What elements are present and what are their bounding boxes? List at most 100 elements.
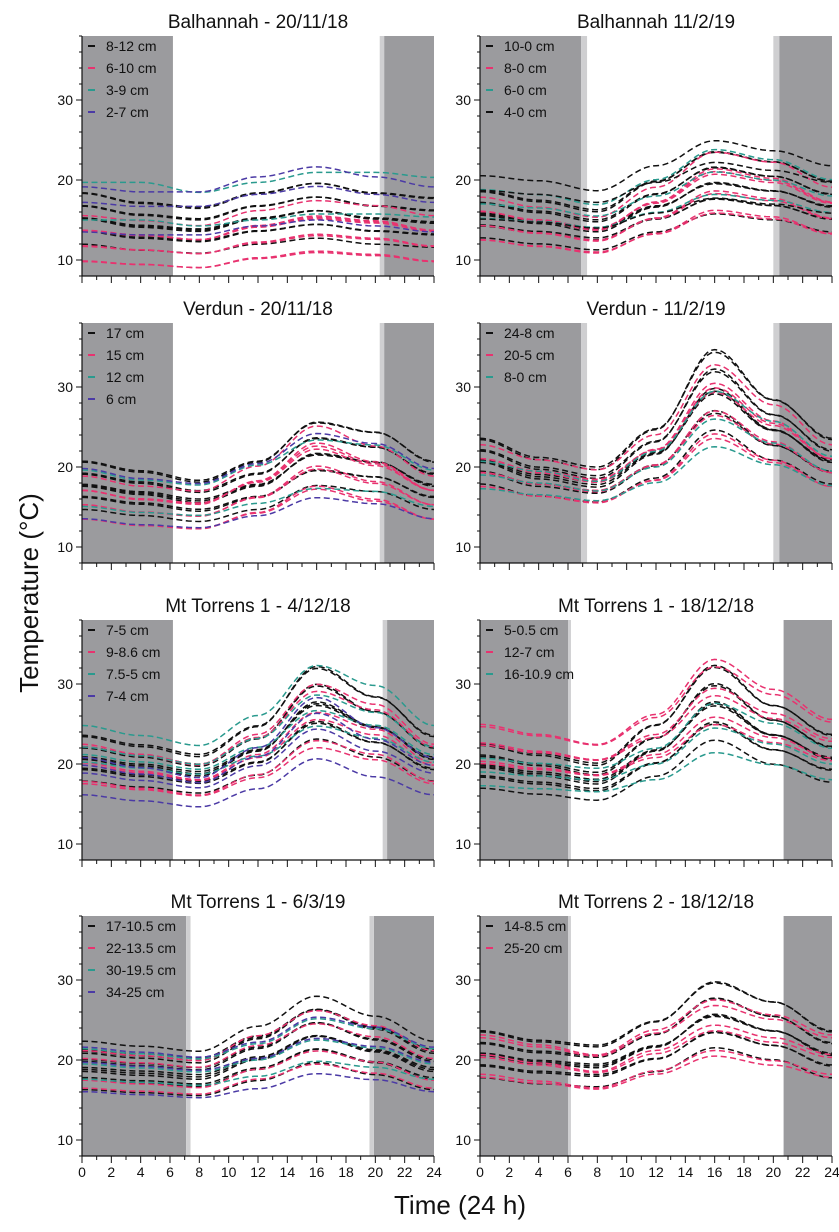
panel-6: Mt Torrens 1 - 18/12/18 10 20 30 5-0.5 cm 12-… <box>455 596 833 867</box>
series-line <box>82 738 434 794</box>
series-line <box>82 758 434 808</box>
night-shading <box>82 916 187 1156</box>
series-line <box>480 1024 832 1073</box>
panel-title: Mt Torrens 1 - 6/3/19 <box>171 892 346 913</box>
series-line <box>82 1022 434 1071</box>
legend-label: 3-9 cm <box>106 82 149 98</box>
y-tick-label: 10 <box>57 1132 73 1148</box>
series-line <box>480 666 832 746</box>
series-line <box>82 469 434 511</box>
legend-label: 12 cm <box>106 369 144 385</box>
x-tick-label: 16 <box>707 1164 723 1180</box>
series-group <box>82 421 434 530</box>
legend-label: 9-8.6 cm <box>106 644 160 660</box>
series-line <box>82 728 434 789</box>
series-line <box>480 393 832 483</box>
series-group <box>480 981 832 1090</box>
series-line <box>480 1030 832 1078</box>
series-line <box>82 664 434 747</box>
series-line <box>82 421 434 483</box>
series-line <box>82 1023 434 1068</box>
y-tick-label: 30 <box>455 379 471 395</box>
y-tick-label: 20 <box>455 756 471 772</box>
series-line <box>82 484 434 523</box>
series-line <box>480 1004 832 1057</box>
series-line <box>82 437 434 494</box>
series-line <box>82 1037 434 1072</box>
panel-title: Balhannah - 20/11/18 <box>168 12 348 33</box>
series-line <box>480 209 832 254</box>
series-line <box>82 1048 434 1085</box>
series-line <box>82 711 434 781</box>
series-line <box>82 166 434 193</box>
series-line <box>82 694 434 766</box>
legend-label: 17-10.5 cm <box>106 918 176 934</box>
x-tick-label: 4 <box>535 1164 543 1180</box>
series-line <box>480 702 832 770</box>
series-line <box>480 151 832 211</box>
panel-2: Balhannah 11/2/19 10 20 30 10-0 cm 8-0 cm 6-0 … <box>455 12 833 283</box>
night-shading <box>480 36 582 276</box>
panel-title: Verdun - 11/2/19 <box>586 299 725 320</box>
legend-label: 8-0 cm <box>504 369 547 385</box>
x-tick-label: 0 <box>78 1164 86 1180</box>
series-group <box>82 664 434 808</box>
panel-title: Verdun - 20/11/18 <box>183 299 333 320</box>
series-line <box>82 469 434 512</box>
series-line <box>82 1034 434 1076</box>
x-tick-label: 18 <box>736 1164 752 1180</box>
y-tick-label: 10 <box>455 539 471 555</box>
series-line <box>480 382 832 484</box>
series-line <box>480 1030 832 1074</box>
x-tick-label: 10 <box>221 1164 237 1180</box>
x-tick-label: 18 <box>338 1164 354 1180</box>
x-tick-label: 4 <box>137 1164 145 1180</box>
series-line <box>480 387 832 488</box>
series-line <box>82 704 434 773</box>
x-tick-label: 24 <box>426 1164 442 1180</box>
legend-label: 14-8.5 cm <box>504 918 566 934</box>
x-tick-label: 24 <box>824 1164 839 1180</box>
series-group <box>82 995 434 1099</box>
night-shading <box>384 36 434 276</box>
legend-label: 10-0 cm <box>504 38 555 54</box>
legend-label: 7-4 cm <box>106 688 149 704</box>
twilight-shading <box>581 36 588 276</box>
legend-label: 7.5-5 cm <box>106 666 160 682</box>
series-line <box>82 439 434 486</box>
series-group <box>480 348 832 504</box>
series-line <box>82 1060 434 1087</box>
series-line <box>82 665 434 758</box>
panel-5: Mt Torrens 1 - 4/12/18 10 20 30 7-5 cm 9-8.6 … <box>57 596 435 867</box>
legend-label: 20-5 cm <box>504 347 555 363</box>
series-line <box>480 721 832 792</box>
series-line <box>480 664 832 767</box>
night-shading <box>384 323 434 563</box>
twilight-shading <box>581 323 588 563</box>
x-tick-label: 6 <box>564 1164 572 1180</box>
y-tick-label: 30 <box>455 972 471 988</box>
series-line <box>480 751 832 793</box>
series-line <box>82 437 434 492</box>
x-tick-label: 12 <box>250 1164 266 1180</box>
y-tick-label: 20 <box>455 459 471 475</box>
series-line <box>82 667 434 756</box>
series-line <box>82 213 434 227</box>
series-line <box>82 233 434 255</box>
panel-4: Verdun - 11/2/19 10 20 30 24-8 cm 20-5 cm 8-0 … <box>455 299 833 570</box>
series-line <box>480 197 832 229</box>
series-line <box>82 1050 434 1089</box>
legend-label: 2-7 cm <box>106 104 149 120</box>
series-line <box>82 496 434 529</box>
y-tick-label: 20 <box>455 1052 471 1068</box>
series-line <box>82 487 434 517</box>
night-shading <box>779 36 832 276</box>
series-line <box>82 485 434 530</box>
twilight-shading <box>773 36 780 276</box>
series-line <box>480 716 832 776</box>
x-tick-label: 0 <box>476 1164 484 1180</box>
y-tick-label: 30 <box>57 92 73 108</box>
series-line <box>82 442 434 506</box>
x-tick-label: 20 <box>368 1164 384 1180</box>
x-tick-label: 20 <box>766 1164 782 1180</box>
